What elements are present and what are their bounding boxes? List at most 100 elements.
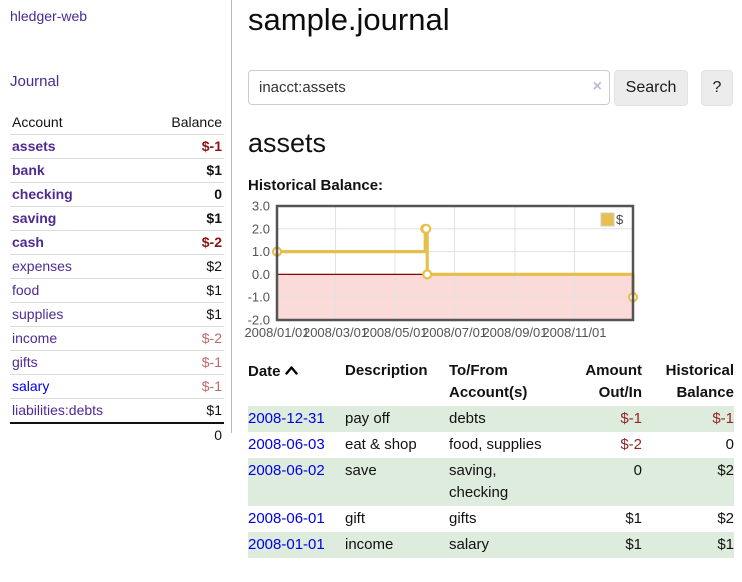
svg-text:2008/05/01: 2008/05/01 [362,325,427,340]
transaction-description: pay off [345,406,449,432]
account-heading: assets [248,128,327,158]
transaction-description: eat & shop [345,436,417,453]
transaction-amount: $-2 [620,436,642,453]
transaction-description: save [345,458,449,506]
register-header-date[interactable]: Date [248,358,345,406]
svg-text:$: $ [616,212,624,227]
transaction-accounts: salary [449,532,557,558]
transaction-accounts: gifts [449,510,477,527]
account-link-salary[interactable]: salary [12,378,50,394]
search-bar: × Search ? [248,70,742,106]
account-balance: $1 [145,158,224,183]
account-balance: $2 [145,254,224,279]
register-header-balance: Historical Balance [665,362,734,401]
transaction-date-link[interactable]: 2008-06-01 [248,510,325,527]
account-link-gifts[interactable]: gifts [12,354,38,370]
account-link-saving[interactable]: saving [12,210,57,226]
svg-text:3.0: 3.0 [252,201,270,214]
app-brand: hledger-web [10,8,231,26]
account-balance: $-1 [145,374,224,399]
transaction-date-link[interactable]: 2008-06-02 [248,462,325,479]
sort-ascending-icon [284,360,298,382]
account-balance: $1 [145,278,224,303]
chart-canvas: 3.0 2.0 1.0 0.0 -1.0 -2.02008/01/012008/03/01… [244,199,639,340]
nav: Journal [10,73,231,91]
account-row: gifts $-1 [10,350,224,375]
account-link-expenses[interactable]: expenses [12,258,72,274]
account-row: income $-2 [10,326,224,351]
account-link-liabilities-debts[interactable]: liabilities:debts [12,402,104,418]
transaction-accounts: debts [449,406,557,432]
account-balance: $1 [145,398,224,424]
register-row: 2008-06-02 save saving, checking 0 $2 [248,458,734,506]
account-link-checking[interactable]: checking [12,186,73,202]
account-link-supplies[interactable]: supplies [12,306,64,322]
transaction-accounts: saving, checking [449,458,557,506]
accounts-total-row: 0 [10,422,224,447]
clear-search-icon[interactable]: × [592,78,602,95]
chart-label: Historical Balance: [248,177,384,194]
transaction-date-link[interactable]: 2008-01-01 [248,536,325,553]
account-link-assets[interactable]: assets [12,138,56,154]
search-input[interactable] [248,70,610,105]
transaction-description: gift [345,510,366,527]
account-row: liabilities:debts $1 [10,398,224,424]
account-balance: $-2 [145,230,224,255]
transaction-amount: 0 [557,458,642,506]
register-row: 2008-06-01 gift gifts $1 $2 [248,506,734,532]
transaction-date-link[interactable]: 2008-12-31 [248,410,325,427]
help-button[interactable]: ? [701,70,733,106]
nav-journal-link[interactable]: Journal [10,73,60,90]
register-header-amount: Amount Out/In [585,362,642,401]
svg-text:2008/11/01: 2008/11/01 [542,325,606,340]
page-title: sample.journal [248,2,450,37]
accounts-header-account: Account [10,111,146,135]
accounts-total-value: 0 [145,422,224,447]
account-link-food[interactable]: food [12,282,40,298]
account-row: supplies $1 [10,302,224,327]
transaction-balance: $2 [717,510,734,527]
accounts-header-balance: Balance [145,111,224,135]
transaction-balance: $1 [642,532,734,558]
register-row: 2008-12-31 pay off debts $-1 $-1 [248,406,734,432]
sidebar: hledger-web Journal Account Balance asse… [0,0,232,447]
account-row: cash $-2 [10,230,224,255]
brand-link[interactable]: hledger-web [10,8,88,24]
account-balance: $1 [145,206,224,231]
register-table: Date Description To/From Account(s) Amou… [248,358,734,558]
register-header-accounts: To/From Account(s) [449,362,528,401]
accounts-table: Account Balance assets $-1 bank $1 check… [10,111,224,447]
register-header-row: Date Description To/From Account(s) Amou… [248,358,734,406]
transaction-amount: $1 [557,532,642,558]
register-row: 2008-01-01 income salary $1 $1 [248,532,734,558]
svg-text:2008/03/01: 2008/03/01 [303,325,368,340]
svg-text:0.0: 0.0 [252,267,270,282]
svg-text:2008/09/01: 2008/09/01 [482,325,547,340]
transaction-description: income [345,532,449,558]
register-header-description: Description [345,362,428,379]
account-row: assets $-1 [10,134,224,159]
account-link-income[interactable]: income [12,330,58,346]
account-row: expenses $2 [10,254,224,279]
account-row: checking 0 [10,182,224,207]
account-link-bank[interactable]: bank [12,162,45,178]
svg-text:-2.0: -2.0 [248,313,270,328]
transaction-balance: 0 [725,436,734,453]
accounts-header-row: Account Balance [10,111,224,135]
svg-text:2008/01/01: 2008/01/01 [244,325,309,340]
search-button[interactable]: Search [614,70,688,106]
account-row: salary $-1 [10,374,224,399]
account-row: bank $1 [10,158,224,183]
account-balance: 0 [145,182,224,207]
transaction-amount: $-1 [557,406,642,432]
transaction-date-link[interactable]: 2008-06-03 [248,436,325,453]
transaction-balance: $2 [642,458,734,506]
account-link-cash[interactable]: cash [12,234,44,250]
main-content: sample.journal × Search ? assets Histori… [244,0,742,558]
account-row: saving $1 [10,206,224,231]
account-balance: $-2 [145,326,224,351]
svg-text:1.0: 1.0 [252,244,270,259]
account-balance: $-1 [145,134,224,159]
historical-balance-chart: 3.0 2.0 1.0 0.0 -1.0 -2.0 2008/01/01 2008/03/01… [242,199,642,343]
register-row: 2008-06-03 eat & shop food, supplies $-2… [248,432,734,458]
